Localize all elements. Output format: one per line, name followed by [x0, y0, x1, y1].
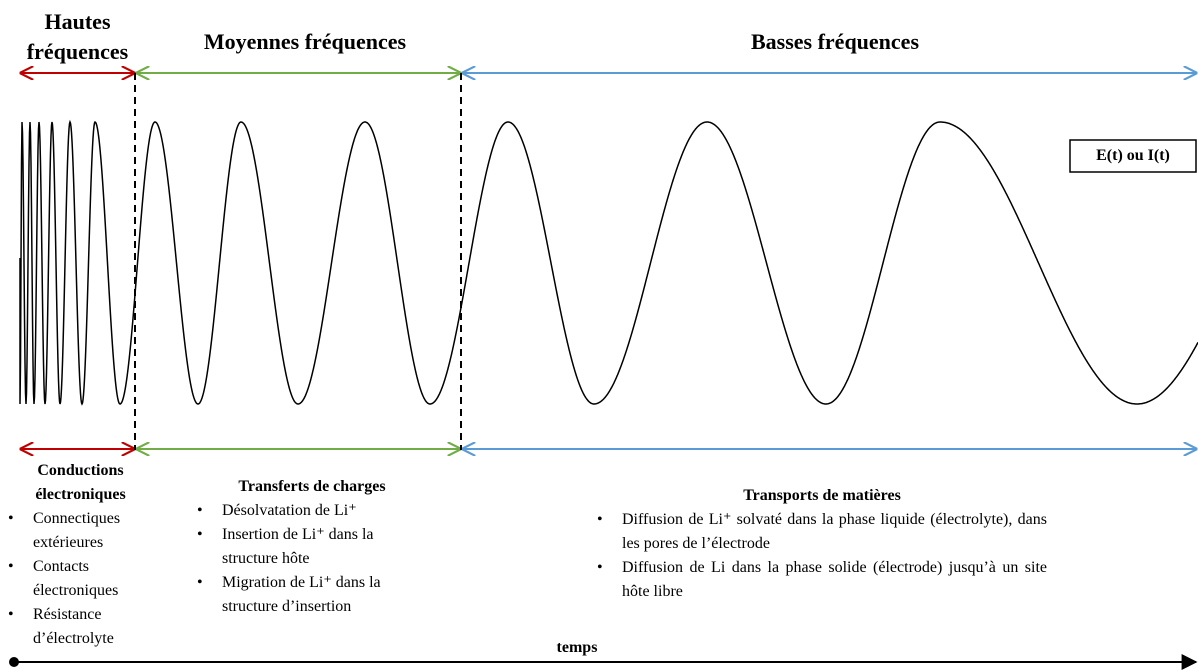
bullet-item: Diffusion de Li⁺ solvaté dans la phase l…	[597, 508, 1047, 556]
bullet-item: Contacts électroniques	[8, 555, 153, 603]
bullet-list: Connectiques extérieuresContacts électro…	[8, 507, 153, 651]
bullet-list: Diffusion de Li⁺ solvaté dans la phase l…	[597, 508, 1047, 604]
bullet-item: Migration de Li⁺ dans la structure d’ins…	[197, 571, 427, 619]
bullet-item: Connectiques extérieures	[8, 507, 153, 555]
axis-label: temps	[556, 639, 598, 656]
bullet-item: Insertion de Li⁺ dans la structure hôte	[197, 523, 427, 571]
signal-wave	[19, 119, 1198, 406]
bullet-item: Désolvatation de Li⁺	[197, 499, 427, 523]
section: Transports de matières Diffusion de Li⁺ s…	[597, 484, 1047, 604]
section-title: Transports de matières	[743, 487, 901, 504]
header-low: Basses fréquences	[750, 29, 920, 54]
section: Conductions électroniquesConnectiques ex…	[8, 459, 153, 651]
bullet-list: Désolvatation de Li⁺Insertion de Li⁺ dan…	[197, 499, 427, 619]
section-title: Transferts de charges	[238, 478, 386, 495]
time-origin	[9, 657, 19, 667]
bullet-item: Diffusion de Li dans la phase solide (él…	[597, 556, 1047, 604]
section: Transferts de charges Désolvatation de Li…	[197, 475, 427, 619]
section-title: Conductions électroniques	[35, 462, 126, 503]
header-mid: Moyennes fréquences	[203, 29, 407, 54]
bullet-item: Résistance d’électrolyte	[8, 603, 153, 651]
signal-box	[1069, 139, 1197, 173]
signal-label: E(t) ou I(t)	[1096, 147, 1170, 164]
header-high: Hautes fréquences	[26, 9, 129, 64]
arrows	[21, 73, 1196, 449]
